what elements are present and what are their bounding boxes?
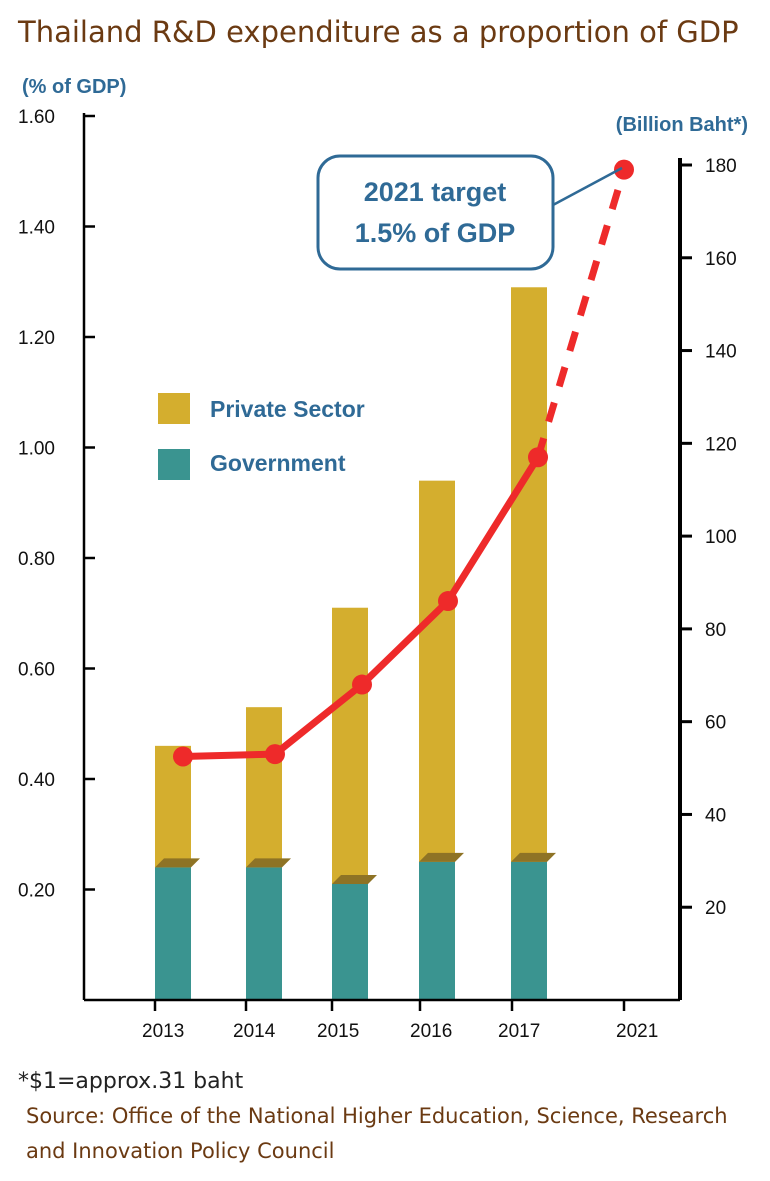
private-sector-bar	[246, 707, 282, 868]
left-tick-label: 0.40	[18, 770, 55, 791]
right-axis-title: (Billion Baht*)	[616, 114, 748, 136]
private-sector-bar	[419, 480, 455, 862]
callout-line-2: 1.5% of GDP	[355, 218, 516, 248]
callout-box	[316, 154, 555, 271]
right-tick-label: 20	[705, 898, 726, 919]
right-tick-label: 100	[705, 527, 737, 548]
line-series	[173, 159, 634, 767]
x-tick-label: 2017	[498, 1021, 540, 1042]
legend-swatch-private	[158, 393, 190, 424]
left-tick-label: 0.80	[18, 549, 55, 570]
rd-line-point	[614, 159, 634, 180]
rd-line-point	[352, 674, 372, 695]
rd-line-point	[173, 746, 193, 767]
source-line-2: and Innovation Policy Council	[26, 1139, 334, 1163]
source-line-1: Source: Office of the National Higher Ed…	[26, 1104, 728, 1128]
right-tick-label: 120	[705, 434, 737, 455]
private-sector-bar	[332, 607, 368, 884]
right-tick-label: 80	[705, 620, 726, 641]
x-tick-label: 2021	[616, 1021, 658, 1042]
bar-series	[155, 287, 556, 1000]
government-bar	[419, 861, 455, 1000]
right-tick-label: 140	[705, 342, 737, 363]
right-axis-ticks: 180 160 140 120 100 80 60 40 20	[680, 156, 737, 919]
x-tick-label: 2016	[410, 1021, 452, 1042]
government-bar-top	[419, 852, 464, 862]
left-axis-ticks: 1.60 1.40 1.20 1.00 0.80 0.60 0.40 0.20	[18, 107, 95, 902]
right-tick-label: 60	[705, 713, 726, 734]
legend-label-government: Government	[210, 450, 346, 476]
rd-line-point	[438, 591, 458, 612]
left-tick-label: 0.60	[18, 660, 55, 681]
target-callout: 2021 target 1.5% of GDP	[316, 154, 623, 271]
left-tick-label: 0.20	[18, 881, 55, 902]
rd-line-point	[265, 744, 285, 765]
right-tick-label: 40	[705, 805, 726, 826]
government-bar	[332, 883, 368, 1000]
government-bar	[511, 861, 547, 1000]
government-bar-top	[246, 858, 291, 868]
x-tick-label: 2015	[317, 1021, 359, 1042]
right-tick-label: 180	[705, 156, 737, 177]
government-bar-top	[511, 852, 556, 862]
private-sector-bar	[511, 287, 547, 862]
legend-label-private: Private Sector	[210, 396, 365, 422]
callout-connector	[552, 166, 623, 207]
left-tick-label: 1.40	[18, 218, 55, 239]
government-bar	[155, 867, 191, 1000]
government-bar-top	[332, 874, 377, 884]
legend-swatch-government	[158, 449, 190, 480]
left-tick-label: 1.60	[18, 107, 55, 128]
government-bar-top	[155, 858, 200, 868]
chart-title: Thailand R&D expenditure as a proportion…	[17, 15, 739, 49]
axes	[82, 113, 682, 1002]
government-bar	[246, 867, 282, 1000]
callout-line-1: 2021 target	[364, 177, 507, 207]
x-axis-ticks: 2013 2014 2015 2016 2017 2021	[142, 1000, 658, 1042]
rd-line-dashed	[534, 168, 628, 459]
footnote: *$1=approx.31 baht	[18, 1069, 244, 1094]
x-tick-label: 2014	[233, 1021, 276, 1042]
right-tick-label: 160	[705, 249, 737, 270]
legend: Private Sector Government	[158, 393, 365, 480]
left-axis-title: (% of GDP)	[22, 76, 126, 98]
left-tick-label: 1.00	[18, 439, 55, 460]
left-tick-label: 1.20	[18, 328, 55, 349]
x-tick-label: 2013	[142, 1021, 184, 1042]
rd-line-point	[528, 447, 548, 468]
